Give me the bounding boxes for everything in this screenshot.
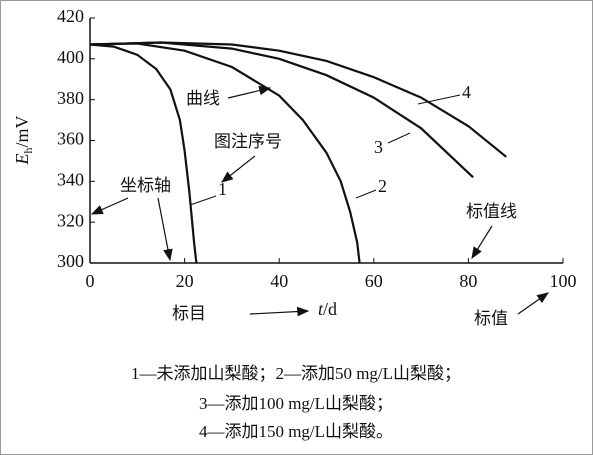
x-tick-label: 60 xyxy=(365,271,383,291)
leader xyxy=(355,189,377,199)
annotation: 图注序号 xyxy=(214,132,282,151)
x-tick-label: 0 xyxy=(86,271,95,291)
annotation: 曲线 xyxy=(186,89,220,108)
line-series xyxy=(89,42,361,264)
y-tick-label: 380 xyxy=(57,88,84,108)
y-tick-label: 420 xyxy=(57,6,84,26)
arrow xyxy=(157,197,173,262)
caption: 3—添加100 mg/L山梨酸； xyxy=(199,394,393,413)
annotation: 标值 xyxy=(474,309,508,328)
annotation: 标值线 xyxy=(466,202,517,221)
x-tick-label: 100 xyxy=(550,271,577,291)
y-tick-label: 400 xyxy=(57,47,84,67)
arrow xyxy=(471,225,493,260)
arrow xyxy=(249,306,310,317)
series-label: 2 xyxy=(378,176,387,196)
x-axis-label: t/d xyxy=(318,299,337,319)
leader xyxy=(189,195,217,206)
series-label: 3 xyxy=(374,137,383,157)
x-tick-label: 20 xyxy=(176,271,194,291)
caption: 4—添加150 mg/L山梨酸。 xyxy=(199,422,393,441)
arrow xyxy=(517,292,549,315)
series-label: 4 xyxy=(462,82,471,102)
y-tick-label: 360 xyxy=(57,129,84,149)
series-label: 1 xyxy=(218,179,227,199)
line-series xyxy=(89,43,198,264)
leader xyxy=(417,94,461,105)
arrow xyxy=(227,85,272,99)
caption: 1—未添加山梨酸；2—添加50 mg/L山梨酸； xyxy=(131,364,461,383)
x-tick-label: 80 xyxy=(459,271,477,291)
leader xyxy=(387,132,411,144)
line-series xyxy=(89,41,507,158)
annotation: 坐标轴 xyxy=(120,176,171,195)
x-tick-label: 40 xyxy=(270,271,288,291)
y-tick-label: 320 xyxy=(57,210,84,230)
y-axis-label: Eh/mV xyxy=(12,115,35,165)
arrow xyxy=(90,197,129,215)
y-tick-label: 300 xyxy=(57,251,84,271)
annotation: 标目 xyxy=(172,304,206,323)
arrow xyxy=(221,155,256,183)
y-tick-label: 340 xyxy=(57,169,84,189)
